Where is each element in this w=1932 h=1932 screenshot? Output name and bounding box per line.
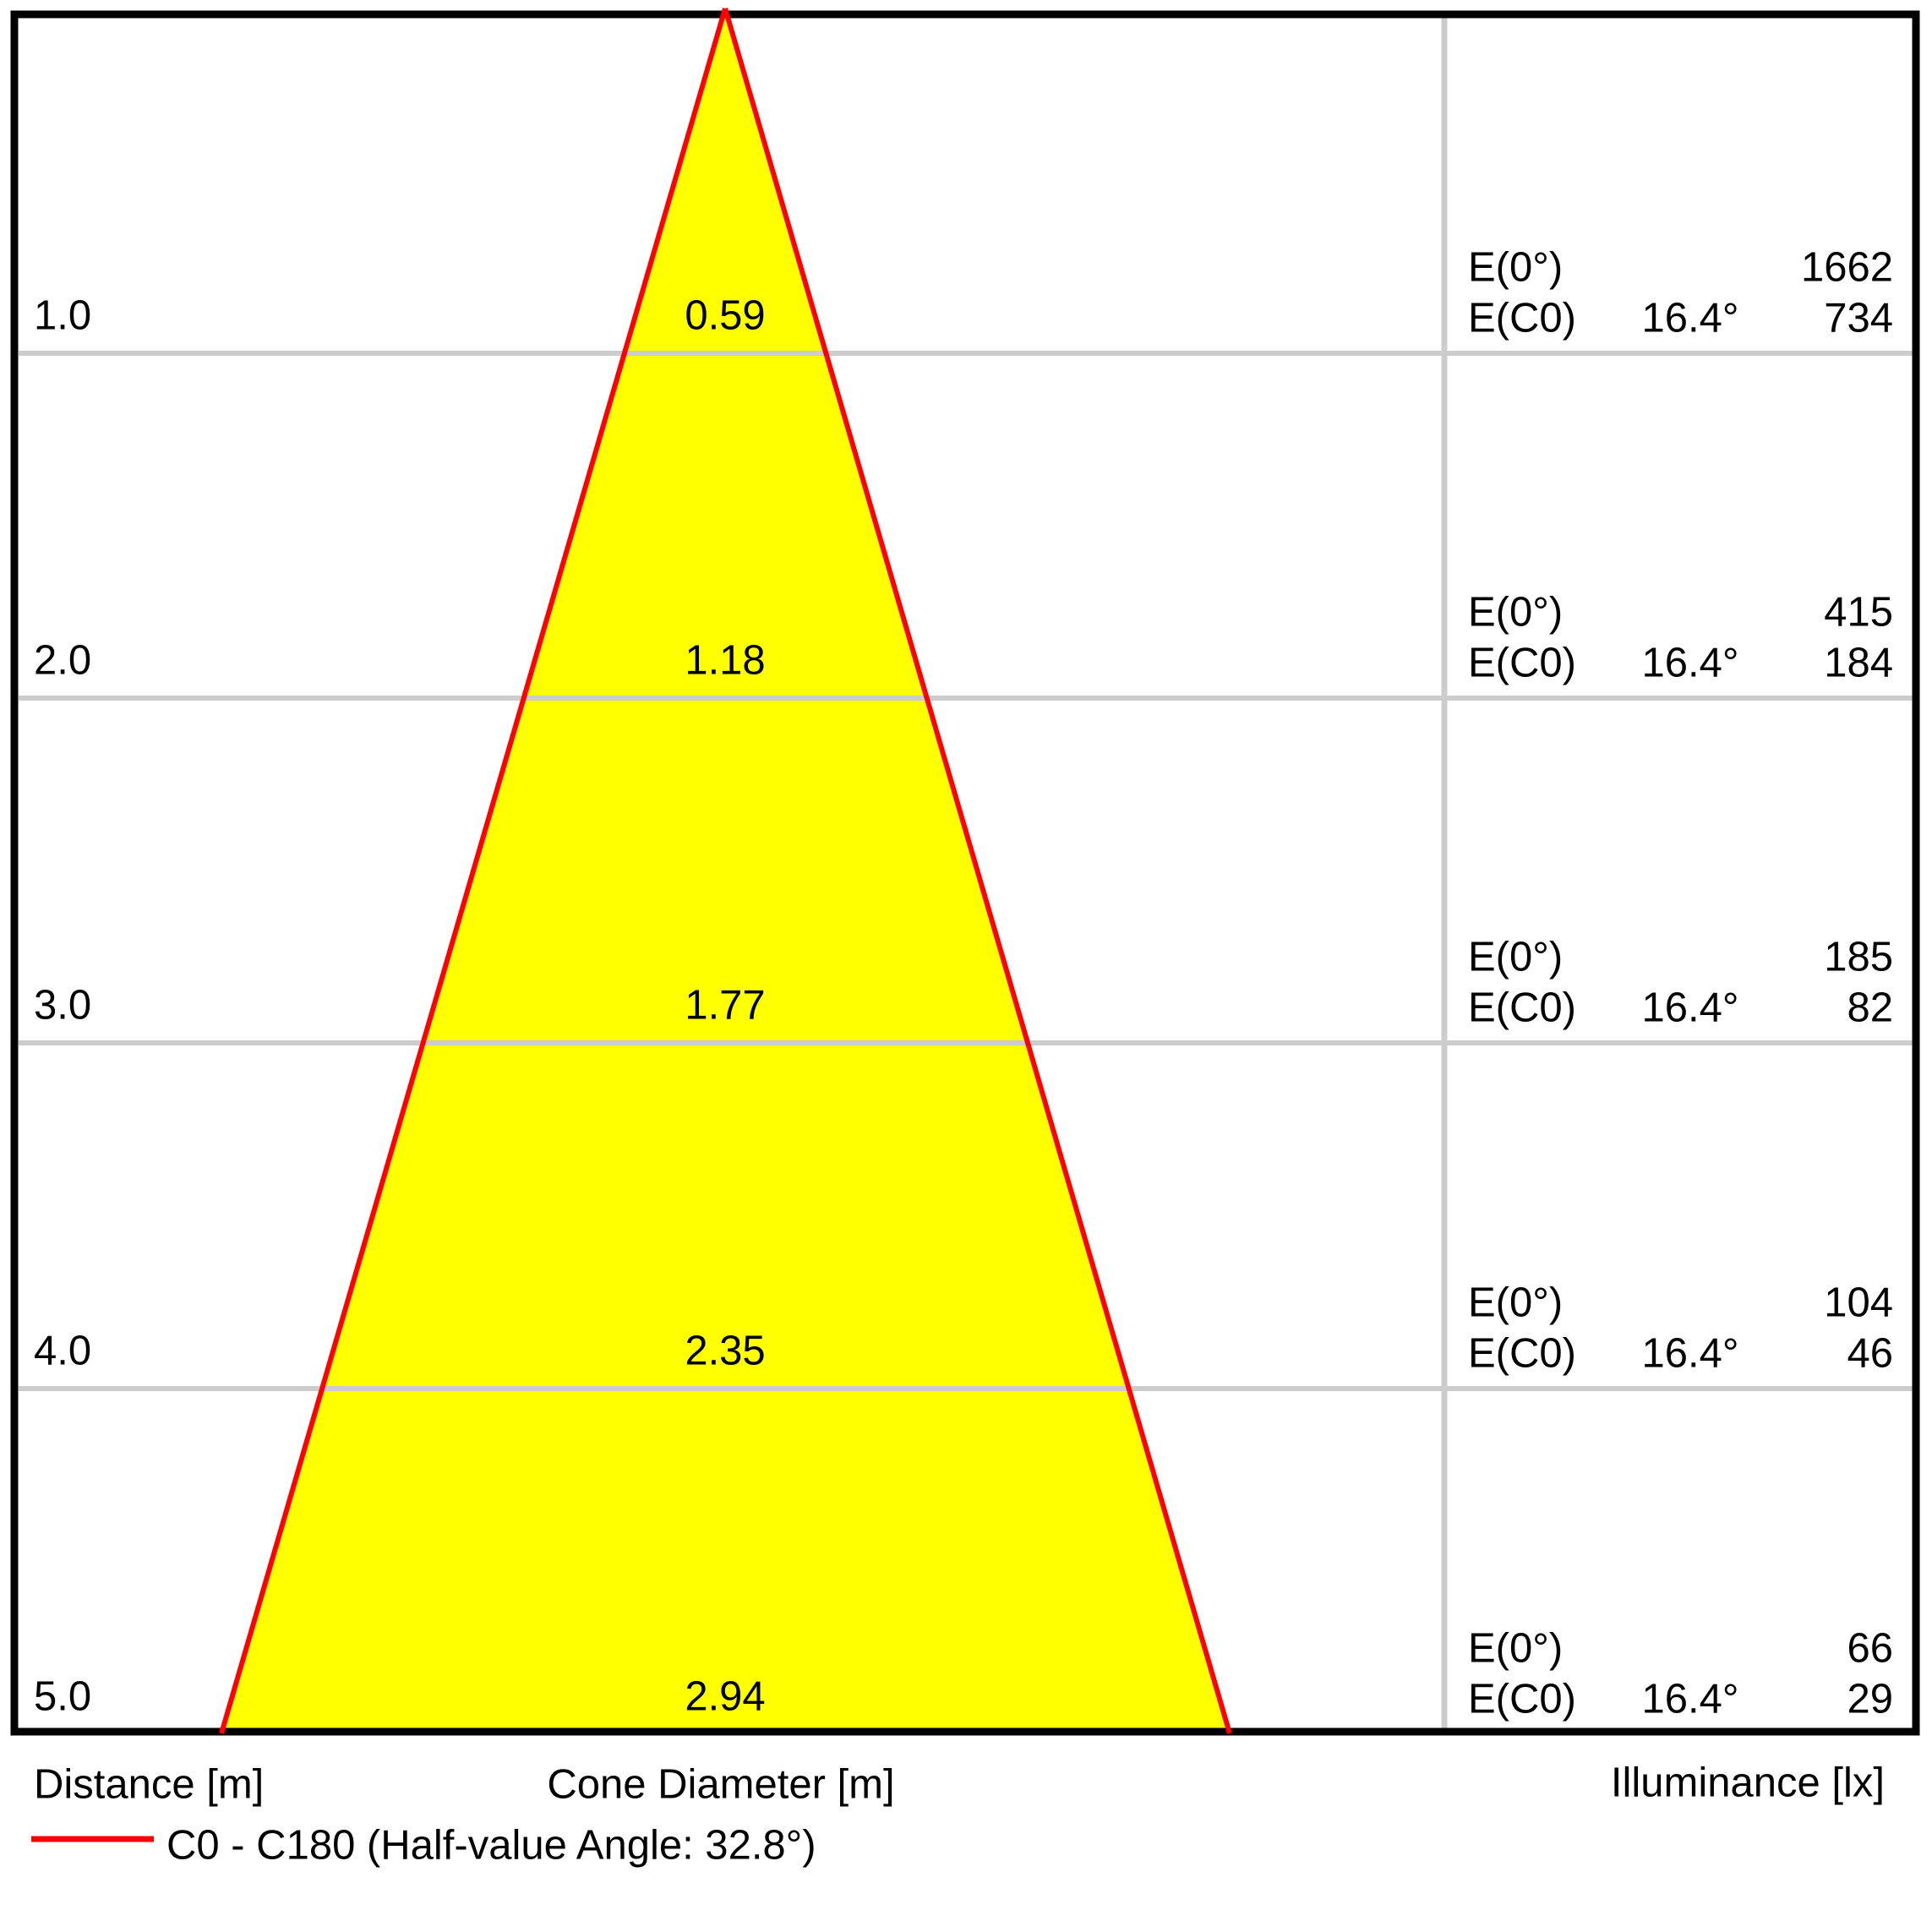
- e0-value: 66: [1847, 1625, 1893, 1672]
- cone-diameter-value: 1.18: [685, 637, 766, 684]
- e0-label: E(0°): [1468, 589, 1564, 636]
- ec0-value: 734: [1824, 295, 1893, 341]
- ec0-value: 184: [1824, 640, 1893, 686]
- chart-border: [10, 10, 1920, 1736]
- ec0-value: 46: [1847, 1330, 1893, 1377]
- ec0-label: E(C0): [1468, 640, 1576, 686]
- distance-label: 2.0: [34, 637, 92, 684]
- cone-diameter-axis-label: Cone Diameter [m]: [547, 1761, 895, 1808]
- ec0-angle: 16.4°: [1641, 640, 1739, 686]
- beam-edge-right: [723, 8, 1232, 1734]
- cone-diameter-value: 1.77: [685, 982, 766, 1029]
- ec0-value: 29: [1847, 1676, 1893, 1722]
- cone-diameter-value: 0.59: [685, 292, 766, 339]
- beam-edge-left: [219, 8, 728, 1734]
- cone-beam-triangle: [221, 8, 1230, 1732]
- ec0-angle: 16.4°: [1641, 295, 1739, 341]
- ec0-label: E(C0): [1468, 1330, 1576, 1377]
- e0-label: E(0°): [1468, 934, 1564, 980]
- e0-label: E(0°): [1468, 1280, 1564, 1326]
- cone-diameter-value: 2.35: [685, 1328, 766, 1374]
- ec0-value: 82: [1847, 985, 1893, 1031]
- illuminance-axis-label: Illuminance [lx]: [1610, 1760, 1885, 1806]
- legend-label: C0 - C180 (Half-value Angle: 32.8°): [166, 1822, 816, 1869]
- ec0-angle: 16.4°: [1641, 1676, 1739, 1722]
- cone-diameter-value: 2.94: [685, 1673, 766, 1720]
- ec0-label: E(C0): [1468, 985, 1576, 1031]
- e0-value: 415: [1824, 589, 1893, 636]
- ec0-angle: 16.4°: [1641, 1330, 1739, 1377]
- ec0-angle: 16.4°: [1641, 985, 1739, 1031]
- e0-label: E(0°): [1468, 244, 1564, 291]
- e0-label: E(0°): [1468, 1625, 1564, 1672]
- e0-value: 1662: [1800, 244, 1893, 291]
- distance-label: 3.0: [34, 982, 92, 1029]
- ec0-label: E(C0): [1468, 1676, 1576, 1722]
- e0-value: 185: [1824, 934, 1893, 980]
- distance-axis-label: Distance [m]: [34, 1761, 265, 1808]
- distance-label: 1.0: [34, 292, 92, 339]
- e0-value: 104: [1824, 1280, 1893, 1326]
- ec0-label: E(C0): [1468, 295, 1576, 341]
- distance-label: 5.0: [34, 1673, 92, 1720]
- distance-label: 4.0: [34, 1328, 92, 1374]
